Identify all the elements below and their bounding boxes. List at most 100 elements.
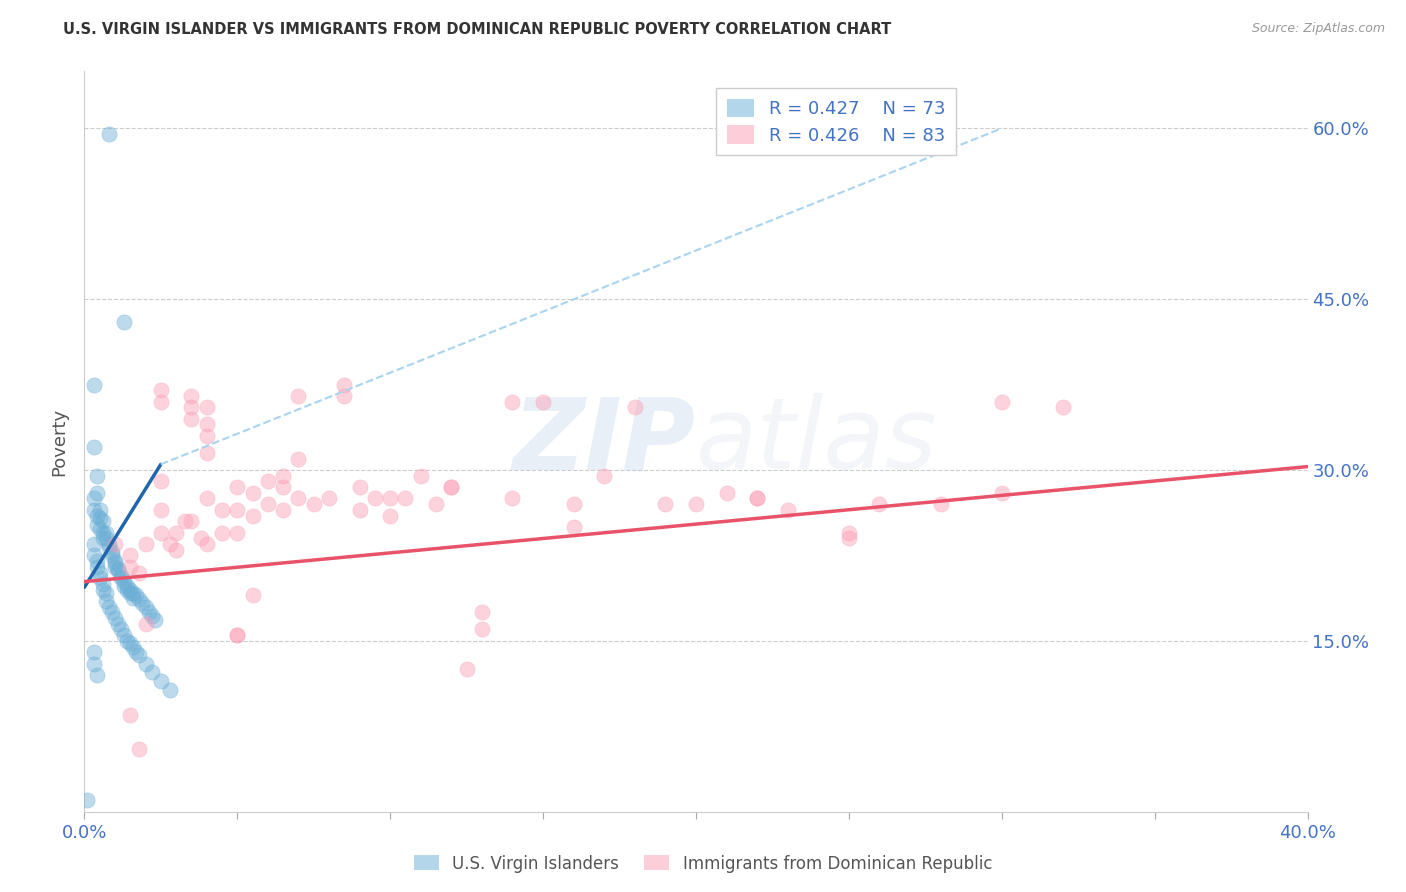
Point <box>115 582 138 597</box>
Point <box>716 485 738 500</box>
Point <box>747 491 769 506</box>
Point <box>120 586 142 600</box>
Point <box>195 537 218 551</box>
Point <box>180 389 202 403</box>
Point <box>180 514 202 528</box>
Point <box>257 497 280 511</box>
Point <box>94 525 117 540</box>
Point <box>456 662 478 676</box>
Point <box>425 497 447 511</box>
Point <box>143 613 166 627</box>
Point <box>120 549 142 563</box>
Point <box>107 563 129 577</box>
Point <box>91 514 114 528</box>
Point <box>333 389 356 403</box>
Point <box>86 668 108 682</box>
Point <box>226 628 249 642</box>
Point <box>122 591 145 605</box>
Point <box>97 127 120 141</box>
Text: ZIP: ZIP <box>513 393 696 490</box>
Point <box>195 446 218 460</box>
Point <box>138 606 160 620</box>
Point <box>89 571 111 585</box>
Point <box>110 623 132 637</box>
Point <box>91 525 114 540</box>
Point <box>120 582 142 597</box>
Point <box>107 616 129 631</box>
Point <box>86 468 108 483</box>
Point <box>122 586 145 600</box>
Point <box>97 599 120 614</box>
Point <box>104 554 127 568</box>
Point <box>685 497 707 511</box>
Point <box>83 657 105 671</box>
Point <box>94 594 117 608</box>
Point <box>83 537 105 551</box>
Point <box>195 417 218 432</box>
Point <box>440 480 463 494</box>
Point <box>226 525 249 540</box>
Point <box>104 559 127 574</box>
Point <box>97 541 120 555</box>
Point <box>128 591 150 606</box>
Point <box>195 401 218 415</box>
Point <box>110 569 132 583</box>
Point <box>287 389 309 403</box>
Point <box>128 648 150 662</box>
Point <box>86 559 108 574</box>
Point <box>128 566 150 580</box>
Point <box>271 468 294 483</box>
Point <box>242 508 264 523</box>
Point <box>195 491 218 506</box>
Point <box>149 475 172 489</box>
Point <box>394 491 416 506</box>
Point <box>242 588 264 602</box>
Point <box>159 682 181 697</box>
Point <box>83 377 105 392</box>
Point <box>747 491 769 506</box>
Point <box>302 497 325 511</box>
Point <box>91 532 114 546</box>
Point <box>440 480 463 494</box>
Point <box>211 503 233 517</box>
Point <box>562 497 585 511</box>
Y-axis label: Poverty: Poverty <box>51 408 69 475</box>
Point <box>97 537 120 551</box>
Point <box>83 645 105 659</box>
Point <box>409 468 432 483</box>
Point <box>131 596 153 610</box>
Point <box>135 657 157 671</box>
Point <box>149 673 172 688</box>
Point <box>135 537 157 551</box>
Point <box>190 532 212 546</box>
Point <box>135 599 157 614</box>
Point <box>929 497 952 511</box>
Point <box>101 545 124 559</box>
Point <box>125 588 148 602</box>
Point <box>242 485 264 500</box>
Point <box>471 606 494 620</box>
Point <box>502 394 524 409</box>
Point <box>104 537 127 551</box>
Point <box>349 480 371 494</box>
Point <box>112 579 135 593</box>
Point <box>101 606 124 620</box>
Point <box>83 549 105 563</box>
Point <box>287 491 309 506</box>
Point <box>149 384 172 398</box>
Point <box>1052 401 1074 415</box>
Point <box>89 511 111 525</box>
Text: Source: ZipAtlas.com: Source: ZipAtlas.com <box>1251 22 1385 36</box>
Point <box>838 525 860 540</box>
Point <box>271 503 294 517</box>
Point <box>91 582 114 597</box>
Point <box>159 537 181 551</box>
Point <box>149 503 172 517</box>
Point <box>86 508 108 523</box>
Point <box>165 525 187 540</box>
Point <box>94 586 117 600</box>
Point <box>226 628 249 642</box>
Point <box>120 559 142 574</box>
Point <box>502 491 524 506</box>
Point <box>94 532 117 546</box>
